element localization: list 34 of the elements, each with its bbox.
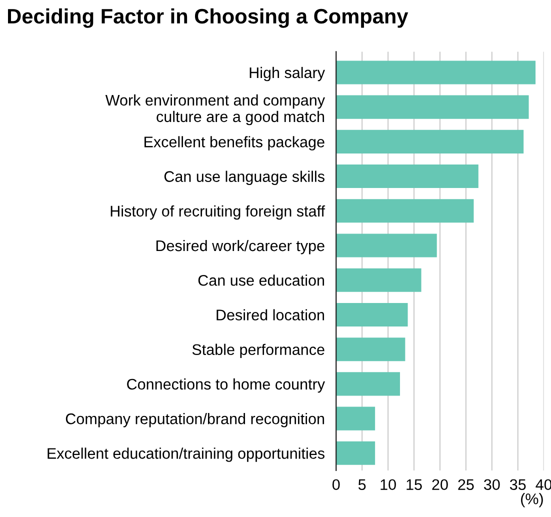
- bar: [336, 372, 400, 396]
- bar: [336, 441, 376, 465]
- bar: [336, 338, 406, 362]
- bar: [336, 268, 422, 292]
- bar: [336, 234, 437, 258]
- bar: [336, 60, 536, 84]
- y-tick-label: Excellent education/training opportunities: [48, 448, 324, 462]
- x-tick-label: 35: [510, 479, 526, 490]
- y-tick-label: Excellent benefits package: [144, 136, 324, 150]
- y-tick-label: Stable performance: [192, 344, 324, 358]
- x-tick-label: 10: [380, 479, 396, 490]
- x-axis-title: (%): [521, 493, 543, 508]
- bar: [336, 406, 376, 430]
- bar: [336, 199, 474, 223]
- x-tick-label: 5: [358, 479, 366, 490]
- y-tick-label: Work environment and company culture are a good match: [105, 94, 325, 126]
- y-tick-label: Connections to home country: [127, 378, 325, 393]
- bar: [336, 95, 529, 119]
- y-tick-label: Can use education: [198, 274, 324, 286]
- bar: [336, 130, 524, 154]
- x-tick-label: 15: [406, 479, 422, 490]
- x-tick-label: 30: [484, 479, 500, 490]
- x-tick-label: 25: [458, 479, 474, 490]
- y-tick-label: Can use language skills: [164, 170, 324, 185]
- y-tick-label: Desired work/career type: [156, 240, 324, 254]
- bar: [336, 302, 408, 326]
- y-tick-label: Desired location: [216, 309, 324, 320]
- chart-title: Deciding Factor in Choosing a Company: [8, 8, 408, 28]
- x-tick-label: 0: [332, 479, 340, 490]
- y-tick-label: Company reputation/brand recognition: [66, 413, 324, 428]
- x-tick-label: 20: [432, 479, 448, 490]
- y-tick-label: High salary: [250, 66, 325, 82]
- bar: [336, 164, 478, 188]
- y-tick-label: History of recruiting foreign staff: [110, 205, 326, 220]
